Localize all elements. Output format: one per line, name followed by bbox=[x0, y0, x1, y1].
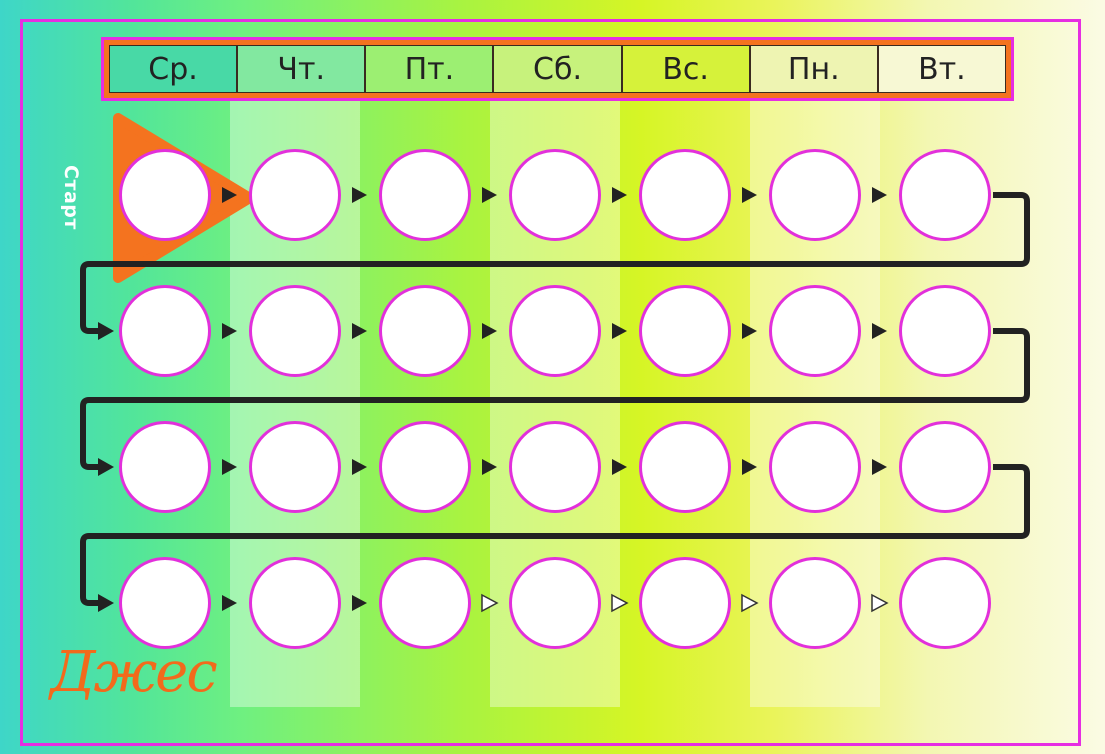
day-circle[interactable] bbox=[379, 557, 471, 649]
day-circle[interactable] bbox=[639, 557, 731, 649]
day-circle[interactable] bbox=[249, 285, 341, 377]
day-circle[interactable] bbox=[119, 149, 211, 241]
weekday-wed: Ср. bbox=[110, 46, 239, 92]
step-arrow-icon bbox=[742, 187, 757, 203]
step-arrow-icon bbox=[612, 187, 627, 203]
day-circle[interactable] bbox=[379, 285, 471, 377]
day-circle[interactable] bbox=[639, 421, 731, 513]
step-arrow-icon bbox=[742, 323, 757, 339]
connector-arrow-icon bbox=[98, 594, 114, 612]
owner-name: Джес bbox=[50, 640, 218, 705]
step-arrows bbox=[222, 187, 889, 613]
weekday-fri: Пт. bbox=[366, 46, 495, 92]
step-arrow-icon bbox=[482, 323, 497, 339]
page-frame bbox=[20, 19, 1081, 746]
day-circle[interactable] bbox=[769, 285, 861, 377]
day-circle[interactable] bbox=[899, 557, 991, 649]
weekday-tue: Вт. bbox=[878, 46, 1005, 92]
step-arrow-icon bbox=[222, 323, 237, 339]
step-arrow-icon bbox=[611, 593, 629, 613]
step-arrow-icon bbox=[352, 323, 367, 339]
step-arrow-icon bbox=[612, 459, 627, 475]
step-arrow-icon bbox=[222, 459, 237, 475]
step-arrow-icon bbox=[222, 187, 237, 203]
day-circle[interactable] bbox=[249, 421, 341, 513]
day-circle[interactable] bbox=[899, 285, 991, 377]
day-circle[interactable] bbox=[249, 149, 341, 241]
day-circle[interactable] bbox=[899, 149, 991, 241]
day-circle[interactable] bbox=[769, 421, 861, 513]
day-circle[interactable] bbox=[899, 421, 991, 513]
row-connector bbox=[80, 192, 1030, 334]
day-circle[interactable] bbox=[509, 557, 601, 649]
day-circle[interactable] bbox=[119, 285, 211, 377]
step-arrow-icon bbox=[352, 459, 367, 475]
weekday-thu: Чт. bbox=[238, 46, 367, 92]
step-arrow-icon bbox=[872, 323, 887, 339]
step-arrow-icon bbox=[482, 459, 497, 475]
weekday-header: Ср. Чт. Пт. Сб. Вс. Пн. Вт. bbox=[101, 37, 1014, 101]
step-arrow-icon bbox=[872, 187, 887, 203]
step-arrow-icon bbox=[481, 593, 499, 613]
weekday-sun: Вс. bbox=[622, 46, 751, 92]
day-circle[interactable] bbox=[119, 421, 211, 513]
connector-arrow-icon bbox=[98, 322, 114, 340]
step-arrow-icon bbox=[482, 187, 497, 203]
day-circle[interactable] bbox=[769, 149, 861, 241]
connector-arrow-icon bbox=[98, 458, 114, 476]
day-circle[interactable] bbox=[249, 557, 341, 649]
path-connectors bbox=[80, 192, 1030, 612]
row-connector bbox=[80, 464, 1030, 606]
weekday-sat: Сб. bbox=[494, 46, 623, 92]
day-circle[interactable] bbox=[119, 557, 211, 649]
step-arrow-icon bbox=[352, 595, 367, 611]
row-connector bbox=[80, 328, 1030, 470]
step-arrow-icon bbox=[352, 187, 367, 203]
day-circle[interactable] bbox=[639, 149, 731, 241]
day-circle[interactable] bbox=[769, 557, 861, 649]
start-label: Старт bbox=[60, 165, 82, 230]
day-circle[interactable] bbox=[639, 285, 731, 377]
step-arrow-icon bbox=[222, 595, 237, 611]
step-arrow-icon bbox=[741, 593, 759, 613]
step-arrow-icon bbox=[742, 459, 757, 475]
step-arrow-icon bbox=[872, 459, 887, 475]
step-arrow-icon bbox=[871, 593, 889, 613]
day-circle[interactable] bbox=[379, 149, 471, 241]
day-circle[interactable] bbox=[509, 421, 601, 513]
day-circle[interactable] bbox=[379, 421, 471, 513]
step-arrow-icon bbox=[612, 323, 627, 339]
day-circle[interactable] bbox=[509, 285, 601, 377]
weekday-mon: Пн. bbox=[750, 46, 879, 92]
day-circle[interactable] bbox=[509, 149, 601, 241]
